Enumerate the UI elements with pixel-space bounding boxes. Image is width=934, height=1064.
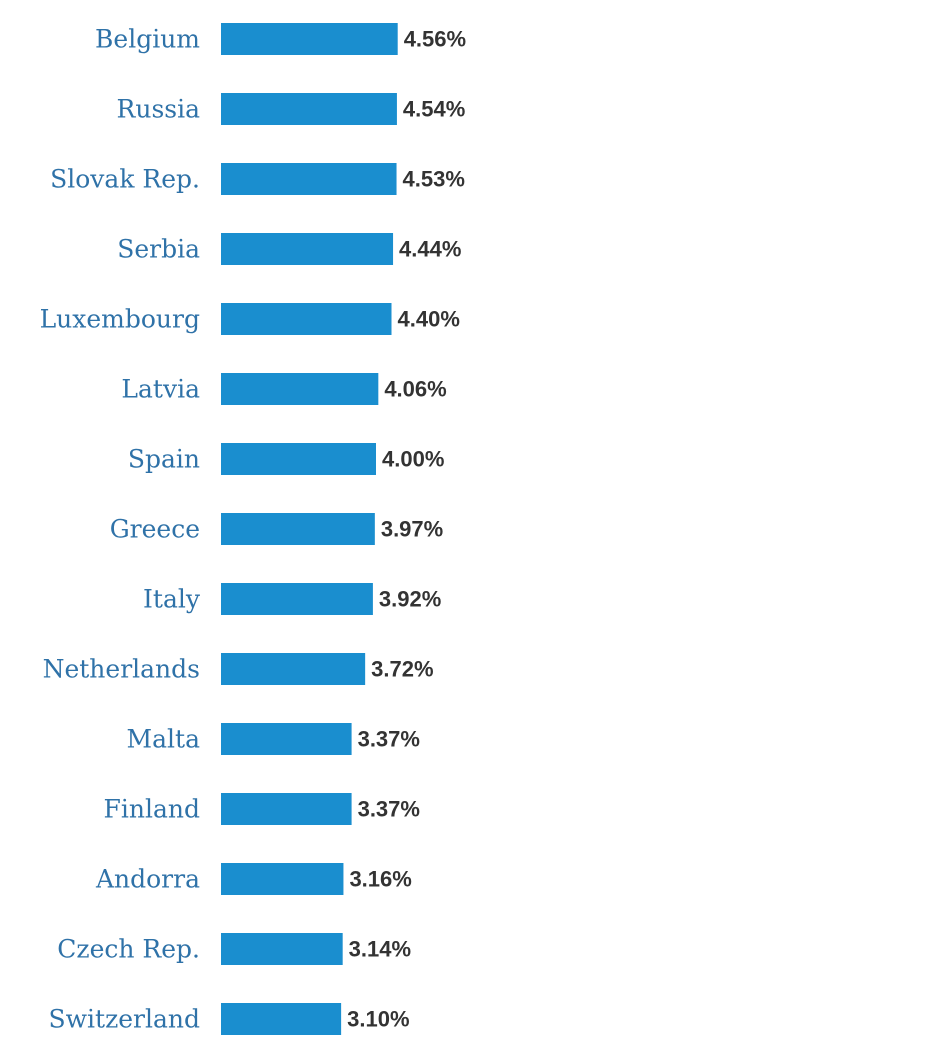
bar <box>221 513 375 545</box>
category-label: Finland <box>104 795 200 824</box>
value-label: 3.37% <box>358 727 420 752</box>
value-label: 3.97% <box>381 517 443 542</box>
category-label: Belgium <box>95 25 200 54</box>
value-label: 4.56% <box>404 27 466 52</box>
bar <box>221 443 376 475</box>
category-label: Malta <box>127 725 201 754</box>
bar <box>221 653 366 685</box>
bar <box>221 373 379 405</box>
value-labels: 4.56% 4.54% 4.53% 4.44% 4.40% 4.06% 4.00% 3.97%… <box>347 27 466 1032</box>
bar <box>221 93 397 125</box>
value-label: 3.16% <box>349 867 411 892</box>
category-label: Latvia <box>121 375 200 404</box>
category-label: Slovak Rep. <box>50 165 200 194</box>
value-label: 3.92% <box>379 587 441 612</box>
value-label: 4.44% <box>399 237 461 262</box>
value-label: 4.00% <box>382 447 444 472</box>
bar <box>221 233 394 265</box>
bar <box>221 583 373 615</box>
bar <box>221 863 344 895</box>
bar <box>221 23 398 55</box>
value-label: 4.53% <box>403 167 465 192</box>
category-label: Spain <box>128 445 200 474</box>
value-label: 3.14% <box>349 937 411 962</box>
value-label: 4.54% <box>403 97 465 122</box>
category-label: Czech Rep. <box>57 935 200 964</box>
category-label: Italy <box>143 585 201 614</box>
bar <box>221 1003 342 1035</box>
bars <box>221 23 398 1035</box>
bar <box>221 933 343 965</box>
category-label: Russia <box>117 95 201 124</box>
bar <box>221 723 352 755</box>
category-label: Netherlands <box>43 655 200 684</box>
value-label: 3.37% <box>358 797 420 822</box>
bar <box>221 163 397 195</box>
category-labels: Belgium Russia Slovak Rep. Serbia Luxembourg… <box>40 25 201 1034</box>
category-label: Serbia <box>117 235 200 264</box>
value-label: 4.06% <box>384 377 446 402</box>
value-label: 4.40% <box>398 307 460 332</box>
bar <box>221 793 352 825</box>
category-label: Luxembourg <box>40 305 200 334</box>
value-label: 3.10% <box>347 1007 409 1032</box>
category-label: Andorra <box>95 865 200 894</box>
value-label: 3.72% <box>371 657 433 682</box>
bar <box>221 303 392 335</box>
category-label: Greece <box>110 515 200 544</box>
category-label: Switzerland <box>49 1005 201 1034</box>
